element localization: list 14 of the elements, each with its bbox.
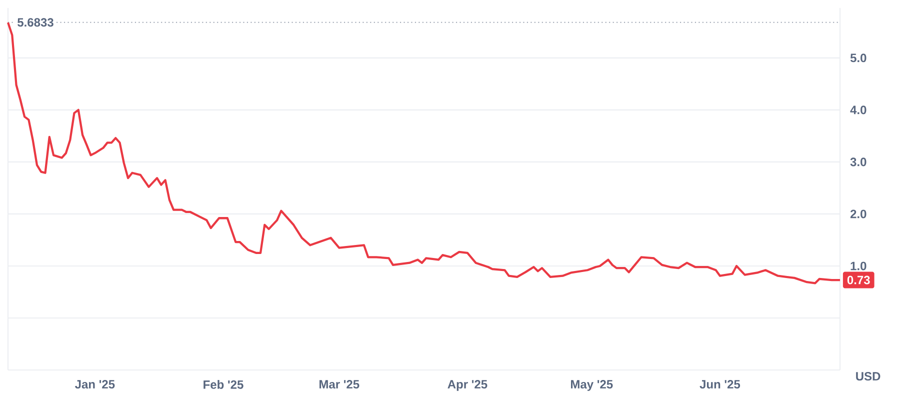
y-axis-title: USD	[856, 372, 880, 381]
y-tick-label: 1.0	[850, 262, 866, 270]
annotation: 0.73	[847, 276, 870, 284]
x-tick-label: Mar '25	[320, 380, 360, 389]
y-tick-label: 4.0	[850, 106, 866, 114]
y-tick-label: 2.0	[850, 210, 866, 218]
y-tick-label: 5.0	[850, 54, 866, 62]
ref-line-label: 5.6833	[18, 18, 54, 27]
x-tick-label: May '25	[571, 380, 613, 391]
x-tick-label: Jan '25	[75, 380, 115, 389]
x-tick-label: Apr '25	[448, 380, 488, 391]
x-tick-label: Jun '25	[700, 380, 740, 389]
x-tick-label: Feb '25	[204, 380, 244, 389]
y-tick-label: 3.0	[850, 158, 866, 166]
